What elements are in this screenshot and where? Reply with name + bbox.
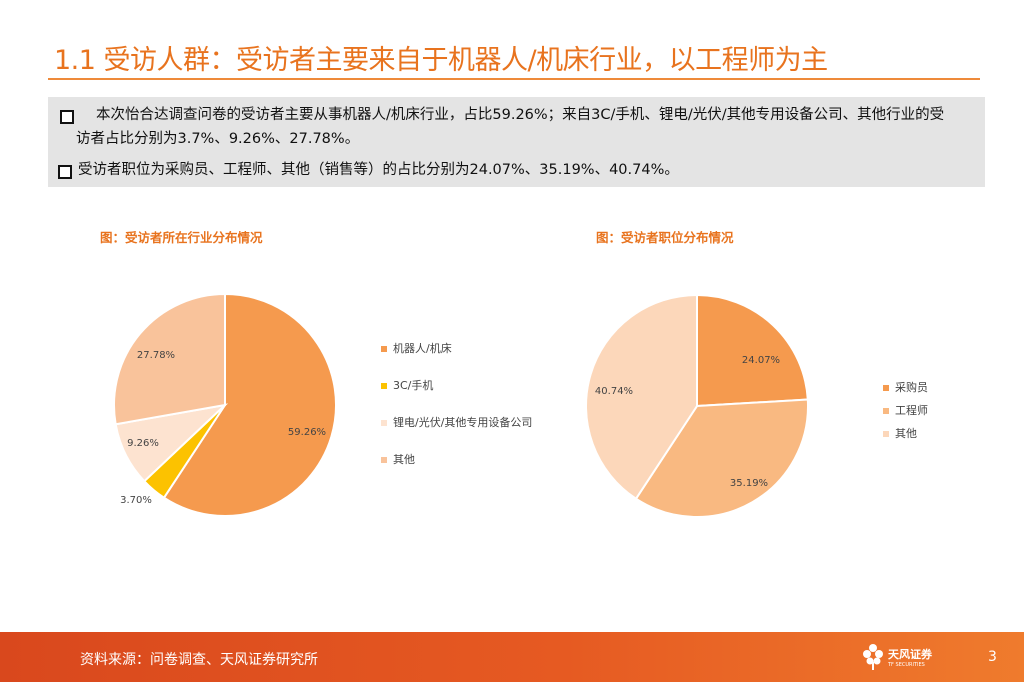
legend-label-1: 工程师 bbox=[895, 404, 928, 417]
pie-data-label-1: 35.19% bbox=[730, 478, 768, 489]
summary-bullet-position: 受访者职位为采购员、工程师、其他（销售等）的占比分别为24.07%、35.19%… bbox=[78, 158, 978, 182]
page-number: 3 bbox=[988, 649, 997, 665]
legend-swatch-1 bbox=[883, 408, 889, 414]
pie-data-label-0: 59.26% bbox=[288, 427, 326, 438]
legend-label-0: 机器人/机床 bbox=[393, 341, 452, 355]
brand-logo-subtext: TF SECURITIES bbox=[888, 662, 925, 668]
legend-label-1: 3C/手机 bbox=[393, 378, 433, 392]
pie-slice-0 bbox=[162, 292, 337, 517]
legend-label-2: 锂电/光伏/其他专用设备公司 bbox=[393, 415, 532, 429]
legend-swatch-0 bbox=[381, 346, 387, 352]
pie-slice-1 bbox=[634, 398, 809, 518]
legend-label-3: 其他 bbox=[393, 453, 415, 466]
pie-slice-3 bbox=[113, 292, 226, 426]
pie-slice-2 bbox=[585, 293, 698, 501]
brand-logo: 天风证券 TF SECURITIES bbox=[862, 642, 944, 674]
pie-data-label-2: 40.74% bbox=[595, 386, 633, 397]
legend-label-2: 其他 bbox=[895, 427, 917, 440]
pie-data-label-0: 24.07% bbox=[742, 355, 780, 366]
pie-data-label-1: 3.70% bbox=[120, 495, 152, 506]
footer-bar: 资料来源：问卷调查、天风证券研究所 天风证券 TF SECURITIES 3 bbox=[0, 632, 1024, 682]
summary-bullet-industry-text: 本次怡合达调查问卷的受访者主要从事机器人/机床行业，占比59.26%；来自3C/… bbox=[76, 107, 945, 147]
summary-bullet-industry: 本次怡合达调查问卷的受访者主要从事机器人/机床行业，占比59.26%；来自3C/… bbox=[76, 103, 956, 151]
pie-slice-0 bbox=[696, 293, 809, 408]
summary-bullet-position-text: 受访者职位为采购员、工程师、其他（销售等）的占比分别为24.07%、35.19%… bbox=[78, 162, 679, 178]
bullet-square-icon bbox=[58, 165, 72, 179]
legend-label-0: 采购员 bbox=[895, 380, 928, 394]
page-title: 1.1 受访人群：受访者主要来自于机器人/机床行业，以工程师为主 bbox=[54, 45, 828, 76]
pie-data-label-2: 9.26% bbox=[127, 438, 159, 449]
brand-logo-text: 天风证券 bbox=[888, 648, 932, 661]
legend-swatch-3 bbox=[381, 457, 387, 463]
summary-box: 本次怡合达调查问卷的受访者主要从事机器人/机床行业，占比59.26%；来自3C/… bbox=[48, 97, 985, 187]
title-divider bbox=[48, 78, 980, 80]
legend-swatch-2 bbox=[883, 431, 889, 437]
footer-source: 资料来源：问卷调查、天风证券研究所 bbox=[80, 652, 318, 668]
legend-swatch-1 bbox=[381, 383, 387, 389]
legend-swatch-0 bbox=[883, 385, 889, 391]
chart-title-industry: 图：受访者所在行业分布情况 bbox=[100, 230, 263, 245]
industry-pie-chart: 59.26% 3.70% 9.26% 27.78% 机器人/机床 3C/手机锂电/光伏/其… bbox=[113, 292, 532, 517]
flower-icon bbox=[863, 644, 883, 670]
bullet-square-icon bbox=[60, 110, 74, 124]
chart-title-position: 图：受访者职位分布情况 bbox=[596, 230, 734, 245]
pie-data-label-3: 27.78% bbox=[137, 350, 175, 361]
legend-swatch-2 bbox=[381, 420, 387, 426]
